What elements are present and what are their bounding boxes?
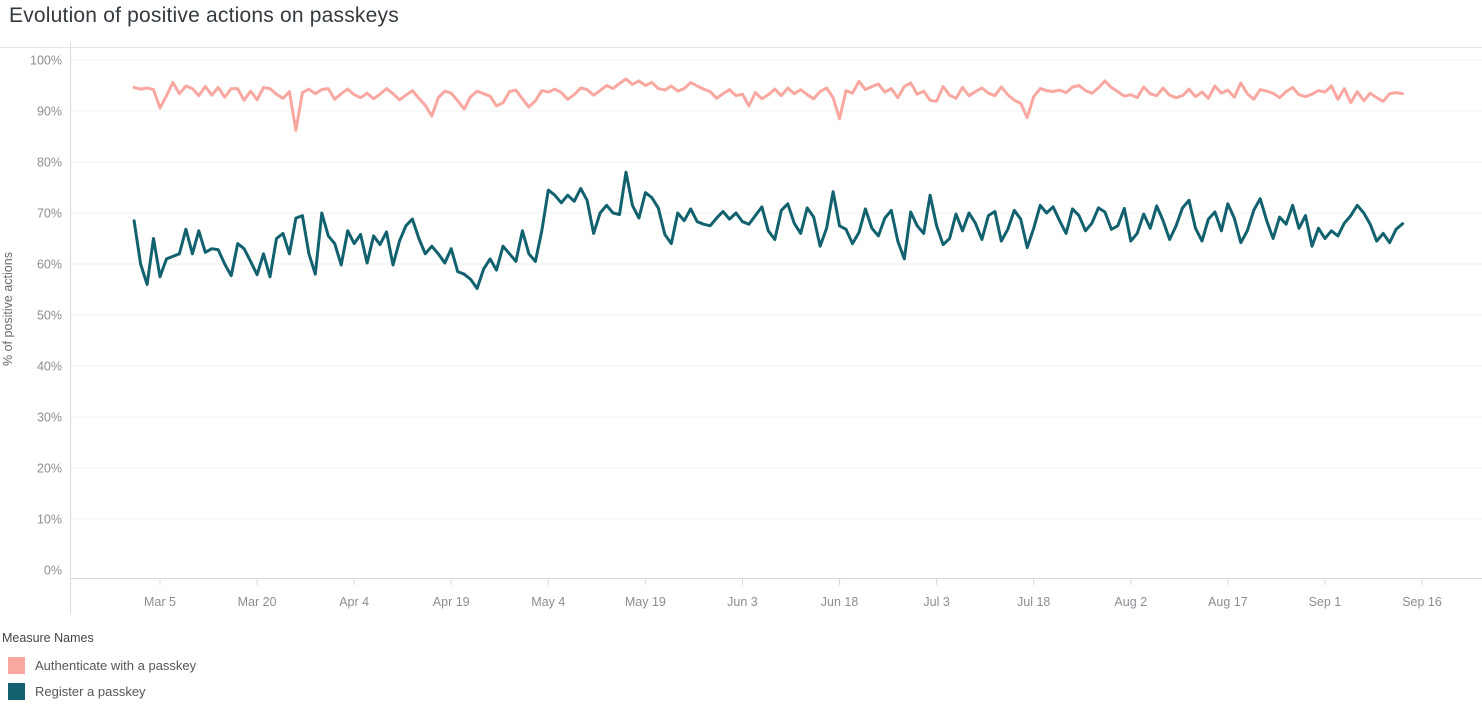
y-tick-label: 20%	[37, 462, 62, 476]
legend-label: Authenticate with a passkey	[35, 657, 197, 673]
x-tick-label: Jun 18	[821, 595, 859, 609]
x-tick-label: Jul 18	[1017, 595, 1050, 609]
x-tick-label: Sep 1	[1309, 595, 1342, 609]
y-axis-title: % of positive actions	[1, 252, 15, 366]
y-tick-label: 80%	[37, 156, 62, 170]
x-tick-label: Aug 2	[1114, 595, 1147, 609]
y-tick-label: 30%	[37, 411, 62, 425]
x-tick-label: Jul 3	[923, 595, 949, 609]
y-tick-label: 100%	[30, 54, 62, 68]
series-line-authenticate-with-a-passkey[interactable]	[132, 77, 1405, 132]
x-tick-label: Aug 17	[1208, 595, 1248, 609]
y-tick-label: 70%	[37, 207, 62, 221]
y-tick-label: 50%	[37, 309, 62, 323]
legend-item-authenticate[interactable]: Authenticate with a passkey	[2, 652, 196, 678]
legend: Measure Names Authenticate with a passke…	[2, 631, 196, 704]
legend-swatch-authenticate-icon[interactable]	[8, 656, 25, 674]
y-tick-label: 60%	[37, 258, 62, 272]
legend-title: Measure Names	[2, 631, 94, 645]
page-title: Evolution of positive actions on passkey…	[9, 4, 399, 27]
x-tick-label: Apr 19	[433, 595, 470, 609]
x-tick-label: Apr 4	[339, 595, 369, 609]
x-tick-label: Sep 16	[1402, 595, 1442, 609]
legend-item-register[interactable]: Register a passkey	[2, 678, 196, 704]
y-tick-label: 0%	[44, 564, 62, 578]
y-tick-label: 90%	[37, 105, 62, 119]
y-tick-label: 40%	[37, 360, 62, 374]
x-tick-label: May 19	[625, 595, 666, 609]
x-tick-label: Jun 3	[727, 595, 758, 609]
legend-swatch-register-icon[interactable]	[8, 682, 25, 700]
x-tick-label: May 4	[531, 595, 565, 609]
legend-label: Register a passkey	[35, 683, 146, 699]
series-line-register-a-passkey[interactable]	[132, 170, 1405, 290]
y-tick-label: 10%	[37, 513, 62, 527]
x-tick-label: Mar 20	[238, 595, 277, 609]
x-tick-label: Mar 5	[144, 595, 176, 609]
